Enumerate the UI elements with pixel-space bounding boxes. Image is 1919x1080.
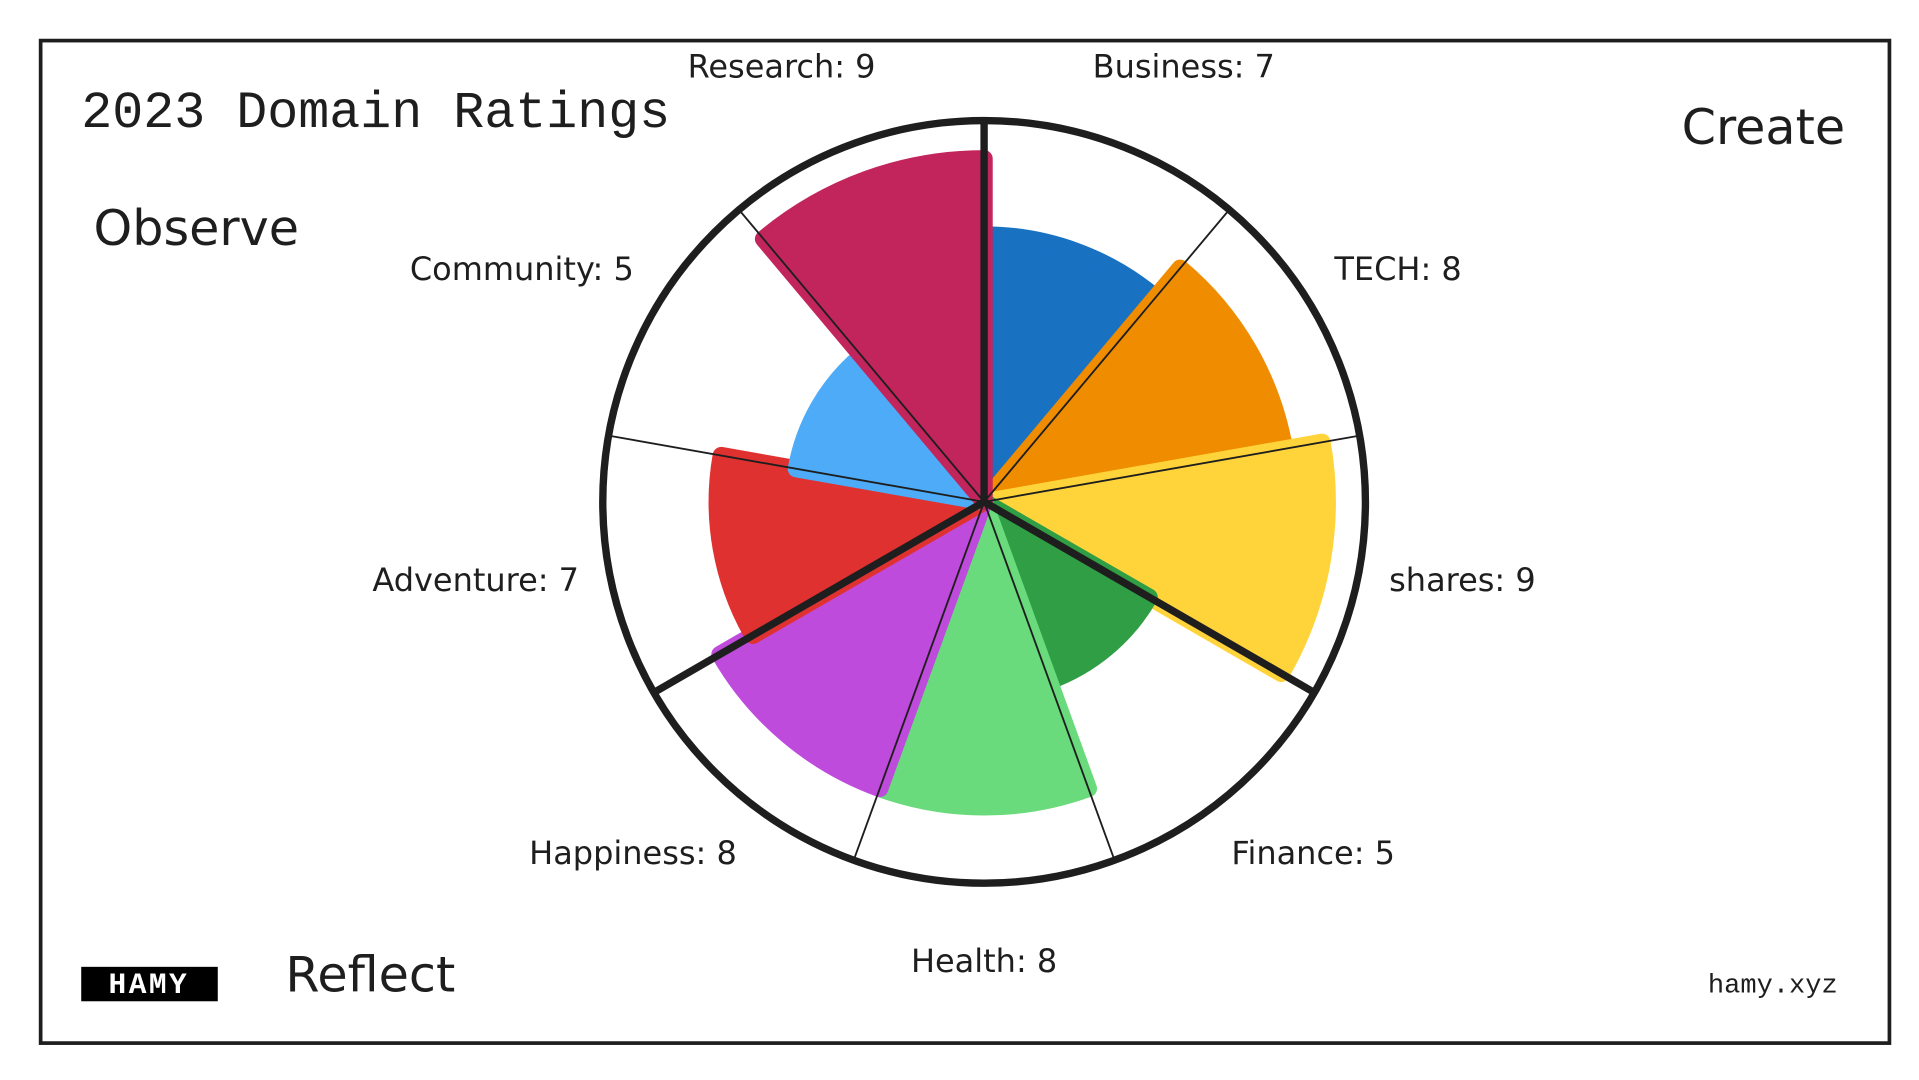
logo: HAMY bbox=[109, 968, 190, 1002]
data-label: Community: 5 bbox=[410, 250, 634, 288]
wedge bbox=[975, 259, 1294, 511]
divider bbox=[652, 498, 986, 696]
data-label: Health: 8 bbox=[911, 942, 1057, 980]
data-label: Finance: 5 bbox=[1231, 834, 1395, 872]
data-label: Adventure: 7 bbox=[372, 561, 579, 599]
annotation: Create bbox=[1682, 98, 1845, 156]
wedge bbox=[754, 150, 993, 511]
data-label: TECH: 8 bbox=[1333, 250, 1461, 288]
wedge bbox=[871, 493, 1098, 816]
annotation: Reflect bbox=[285, 945, 455, 1003]
wedge bbox=[711, 493, 993, 798]
data-label: Research: 9 bbox=[688, 47, 876, 85]
data-label: Business: 7 bbox=[1093, 47, 1275, 85]
chart-title: 2023 Domain Ratings bbox=[81, 84, 670, 143]
divider bbox=[983, 434, 1360, 503]
data-label: shares: 9 bbox=[1389, 561, 1536, 599]
divider bbox=[983, 501, 1116, 861]
annotation: Observe bbox=[94, 199, 299, 257]
logo-box bbox=[81, 966, 218, 1002]
data-label: Happiness: 8 bbox=[529, 834, 737, 872]
divider bbox=[982, 498, 1317, 696]
footer: hamy.xyz bbox=[1708, 970, 1838, 1001]
divider bbox=[983, 209, 1230, 503]
divider bbox=[852, 501, 985, 861]
wedge bbox=[975, 226, 1165, 511]
divider bbox=[608, 434, 985, 503]
wedge bbox=[708, 446, 993, 644]
wedge bbox=[975, 433, 1336, 683]
divider bbox=[738, 209, 985, 503]
